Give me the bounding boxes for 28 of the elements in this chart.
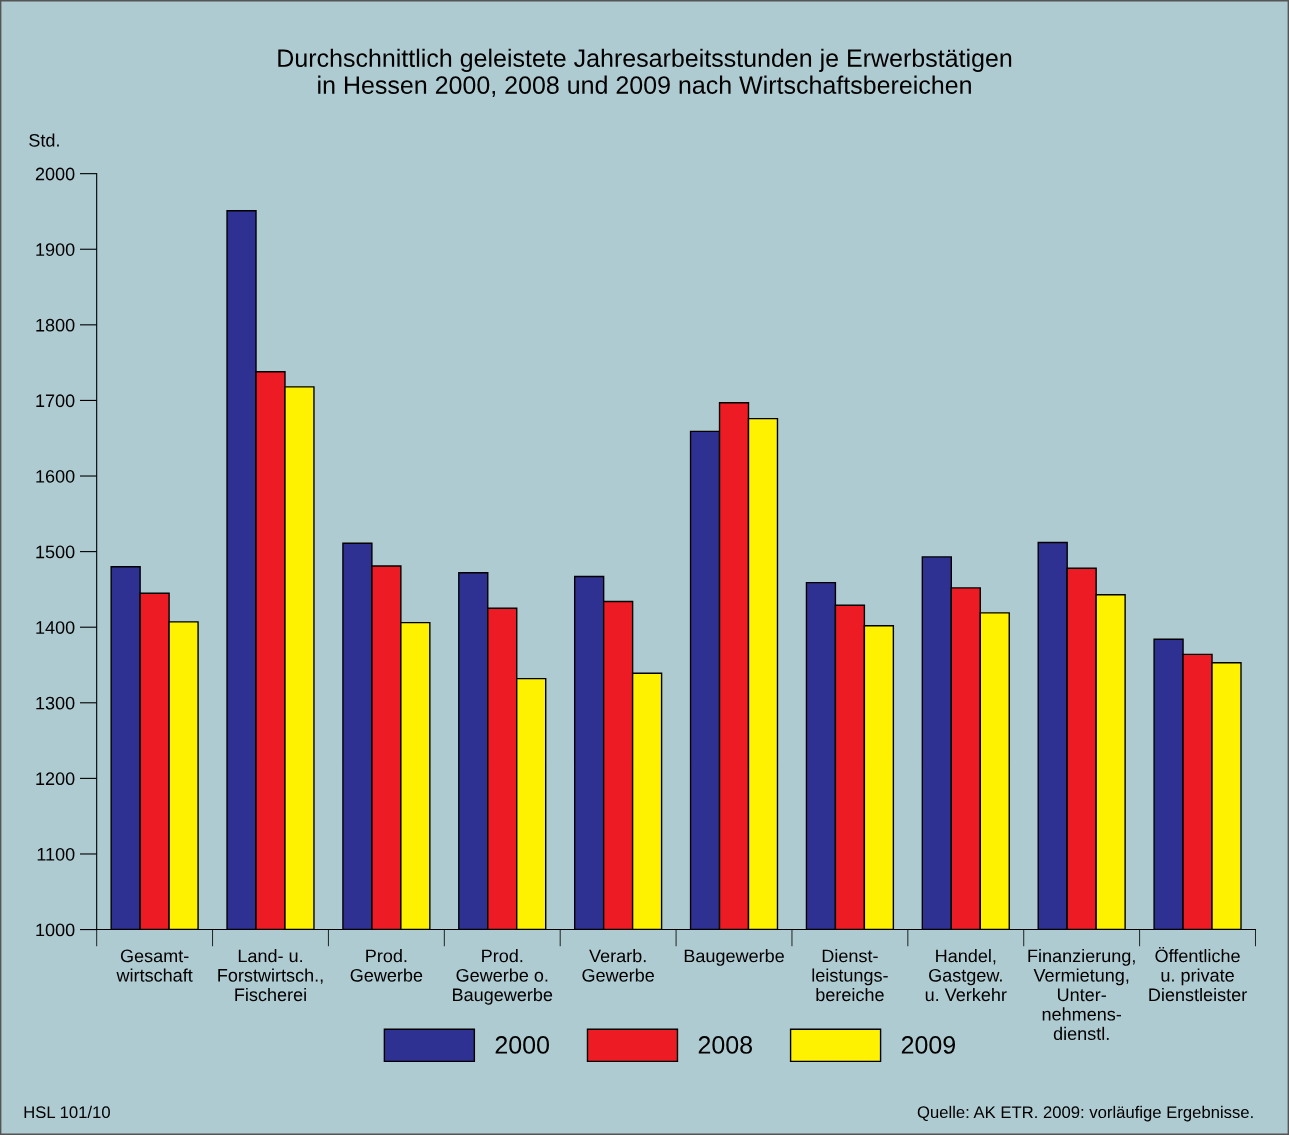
y-tick-label: 1000 <box>36 923 75 937</box>
x-tick-label: Dienst- leistungs- bereiche <box>812 949 888 1002</box>
chart-title: Durchschnittlich geleistete Jahresarbeitsstunden je Erwerbstätigen in Hessen 2000, 2008 und 2009 nach Wirtschaftsbereichen <box>278 48 1012 97</box>
y-tick-label: 1800 <box>36 318 75 332</box>
y-tick-label: 1200 <box>36 772 75 786</box>
y-axis-title: Std. <box>29 133 59 147</box>
y-tick-label: 2000 <box>35 167 75 181</box>
text: HSL 101/10 <box>24 1105 110 1119</box>
x-tick-label: Verarb. Gewerbe <box>582 949 654 982</box>
source-note: Quelle: AK ETR. 2009: vorläufige Ergebnisse. <box>917 1105 1253 1122</box>
x-tick-label: Land- u. Forstwirtsch., Fischerei <box>218 949 323 1002</box>
x-tick-label: Baugewerbe <box>684 949 784 966</box>
y-tick-label: 1100 <box>37 847 75 861</box>
x-tick-label: Gesamt- wirtschaft <box>116 949 193 982</box>
y-tick-label: 1300 <box>36 696 75 710</box>
y-tick-label: 1400 <box>36 621 75 634</box>
y-tick-label: 1700 <box>36 394 75 408</box>
x-tick-label: Prod. Gewerbe <box>350 949 423 982</box>
y-tick-label: 1900 <box>36 243 75 256</box>
legend-label: 2000 <box>495 1036 549 1054</box>
x-tick-label: Handel, Gastgew. u. Verkehr <box>925 949 1007 1002</box>
y-tick-label: 1500 <box>36 545 75 559</box>
y-tick-label: 1600 <box>36 469 75 483</box>
legend-label: 2009 <box>901 1036 956 1054</box>
x-tick-label: Prod. Gewerbe o. Baugewerbe <box>453 949 553 1005</box>
x-tick-label: Öffentliche u. private Dienstleister <box>1149 946 1247 1002</box>
legend-label: 2008 <box>698 1036 752 1054</box>
x-tick-label: Finanzierung, Vermietung, Unter- nehmens- dienstl. <box>1028 949 1135 1041</box>
